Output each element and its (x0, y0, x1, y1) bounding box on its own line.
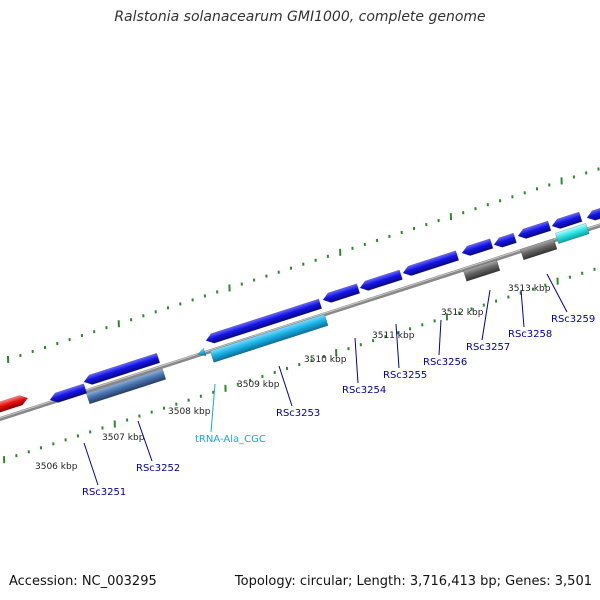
gene-label: RSc3258 (508, 329, 552, 340)
gene-forward-arrow-shape (402, 250, 460, 276)
gene-forward-arrow (205, 298, 323, 344)
gene-gray-box (519, 238, 558, 261)
gene-reverse-box-shape (85, 368, 167, 405)
gene-leader-line (137, 420, 153, 462)
gene-forward-arrow (493, 232, 517, 248)
gene-forward-arrow (359, 269, 403, 291)
gene-leader-line (438, 319, 442, 356)
genome-backbone-highlight (0, 223, 600, 419)
scale-label: 3509 kbp (237, 380, 280, 390)
gene-cyan-box-shape (554, 222, 590, 244)
scale-label: 3506 kbp (35, 462, 78, 472)
gene-forward-arrow (517, 220, 552, 239)
gene-forward-arrow-shape (322, 283, 361, 303)
scale-label: 3512 kbp (441, 308, 484, 318)
gene-leader-line (546, 273, 568, 313)
gene-leader-line (395, 323, 400, 369)
gene-label: RSc3253 (276, 408, 320, 419)
gene-label: RSc3257 (466, 342, 510, 353)
gene-gray-box-shape (462, 259, 501, 282)
gene-forward-arrow-shape (83, 352, 161, 385)
trna-marker-arrow (197, 347, 207, 357)
scale-label: 3510 kbp (304, 355, 347, 365)
gene-upstream-red-shape (0, 395, 29, 419)
gene-reverse-box (85, 368, 167, 405)
scale-label: 3513 kbp (508, 284, 551, 294)
gene-upstream-red (0, 395, 29, 419)
gene-forward-arrow-shape (49, 383, 88, 403)
gene-leader-line (278, 365, 293, 407)
gene-label: RSc3254 (342, 385, 386, 396)
gene-leader-line (520, 289, 525, 328)
gene-forward-arrow-shape (493, 232, 517, 248)
gene-forward-arrow (551, 211, 583, 229)
gene-trna-box-shape (209, 313, 329, 363)
gene-forward-arrow-shape (551, 211, 583, 229)
gene-leader-line (481, 289, 491, 341)
gene-label: RSc3251 (82, 487, 126, 498)
gene-cyan-box (554, 222, 590, 244)
scale-label: 3507 kbp (102, 433, 145, 443)
gene-label: RSc3255 (383, 370, 427, 381)
gene-trna-box (209, 313, 329, 363)
scale-label: 3511 kbp (372, 331, 415, 341)
gene-forward-arrow (402, 250, 460, 276)
gene-leader-line (354, 337, 359, 384)
gene-label: RSc3252 (136, 463, 180, 474)
gene-label: RSc3256 (423, 357, 467, 368)
gene-leader-line (83, 442, 99, 486)
gene-forward-arrow-shape (461, 238, 494, 256)
gene-gray-box (462, 259, 501, 282)
map-title: Ralstonia solanacearum GMI1000, complete… (114, 9, 486, 25)
gene-forward-arrow (586, 203, 600, 221)
gene-label: RSc3259 (551, 314, 595, 325)
gene-forward-arrow (322, 283, 361, 303)
gene-forward-arrow-shape (359, 269, 403, 291)
gene-forward-arrow (461, 238, 494, 256)
trna-marker-arrow-shape (197, 347, 207, 357)
trna-label: tRNA-Ala_CGC (195, 434, 266, 445)
gene-forward-arrow (49, 383, 88, 403)
gene-forward-arrow-shape (205, 298, 323, 344)
gene-gray-box-shape (519, 238, 558, 261)
gene-forward-arrow-shape (517, 220, 552, 239)
topology-text: Topology: circular; Length: 3,716,413 bp… (234, 574, 592, 589)
gene-forward-arrow-shape (586, 203, 600, 221)
gene-forward-arrow (83, 352, 161, 385)
scale-label: 3508 kbp (168, 407, 211, 417)
gene-leader-line (210, 383, 216, 433)
accession-text: Accession: NC_003295 (9, 574, 157, 589)
